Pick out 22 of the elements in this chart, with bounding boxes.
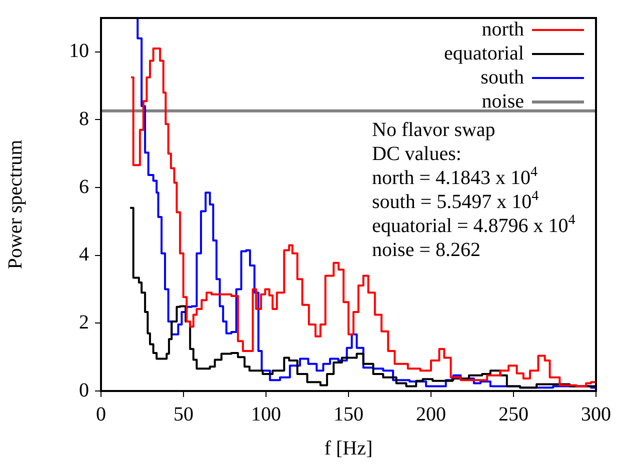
legend-label: north bbox=[482, 18, 524, 40]
legend-label: noise bbox=[482, 90, 524, 112]
y-axis-title: Power spectrum bbox=[4, 139, 26, 270]
x-axis-title: f [Hz] bbox=[324, 437, 373, 460]
x-tick-label: 200 bbox=[416, 403, 446, 426]
y-tick-label: 8 bbox=[79, 108, 89, 130]
legend-label: south bbox=[480, 66, 524, 88]
y-tick-label: 4 bbox=[79, 244, 89, 266]
legend-label: equatorial bbox=[444, 42, 524, 64]
y-tick-label: 6 bbox=[79, 176, 89, 198]
y-tick-label: 0 bbox=[79, 379, 89, 402]
annotation: No flavor swap bbox=[372, 119, 496, 141]
y-tick-label: 2 bbox=[79, 311, 89, 334]
annotation: DC values: bbox=[372, 143, 462, 165]
annotation: noise = 8.262 bbox=[372, 239, 480, 261]
x-tick-label: 300 bbox=[581, 403, 611, 426]
x-tick-label: 250 bbox=[498, 403, 528, 426]
x-tick-label: 150 bbox=[334, 403, 364, 426]
y-tick-label: 10 bbox=[69, 40, 89, 62]
x-tick-label: 50 bbox=[174, 403, 194, 426]
x-tick-label: 0 bbox=[96, 403, 106, 426]
x-tick-label: 100 bbox=[251, 403, 281, 426]
